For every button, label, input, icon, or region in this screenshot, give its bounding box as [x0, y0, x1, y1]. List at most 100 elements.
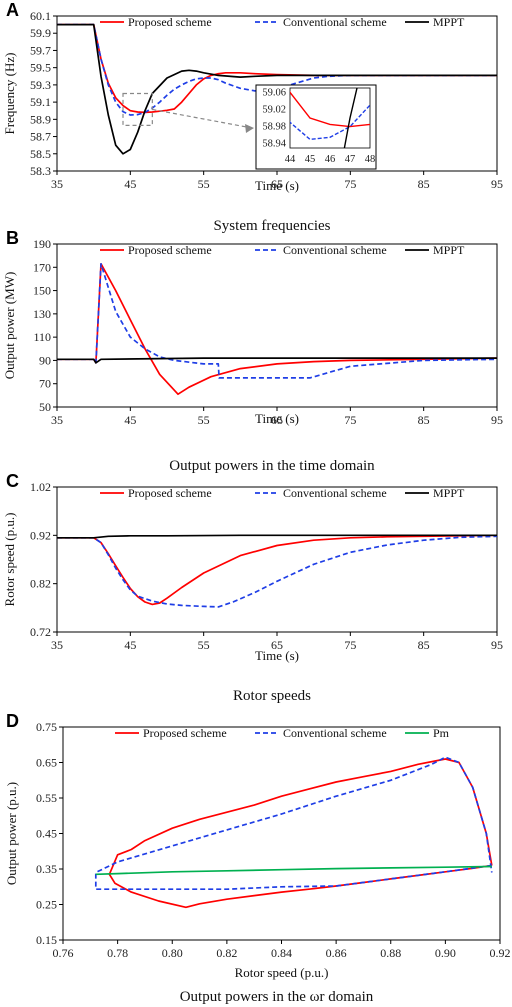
legend-label: MPPT [433, 243, 465, 257]
x-tick-label: 95 [491, 177, 503, 191]
panel-d: 0.15 0.25 0.35 0.45 0.55 0.65 0.75 0.76 0.78 0.80… [4, 711, 511, 1005]
x-tick-label: 0.90 [435, 946, 456, 960]
x-tick-label: 0.80 [162, 946, 183, 960]
x-tick-label: 45 [124, 638, 136, 652]
series-line-proposed-scheme [108, 758, 493, 909]
zoom-arrow [152, 108, 253, 129]
y-tick-label: 50 [39, 400, 51, 414]
inset-y-tick-label: 59.06 [262, 87, 286, 98]
x-tick-label: 85 [418, 413, 430, 427]
x-tick-label: 0.92 [490, 946, 511, 960]
y-tick-label: 0.75 [36, 720, 57, 734]
plot-frame [56, 243, 498, 408]
x-axis-label: Time (s) [255, 178, 299, 193]
panel-caption: Output powers in the ωr domain [180, 989, 374, 1005]
inset-x-tick-label: 47 [345, 154, 356, 165]
y-axis-label: Rotor speed (p.u.) [2, 513, 17, 607]
y-tick-label: 190 [33, 237, 51, 251]
inset-x-tick-label: 44 [285, 154, 296, 165]
legend-label: Proposed scheme [128, 243, 212, 257]
inset-x-tick-label: 48 [365, 154, 376, 165]
y-tick-label: 59.1 [30, 95, 51, 109]
series-line-pm [95, 865, 492, 876]
series-line-conventional-scheme [94, 756, 493, 891]
legend-label: Conventional scheme [283, 243, 387, 257]
x-tick-label: 0.84 [271, 946, 292, 960]
x-tick-label: 65 [271, 638, 283, 652]
legend-label: Proposed scheme [128, 15, 212, 29]
y-tick-label: 59.5 [30, 61, 51, 75]
y-tick-label: 0.72 [30, 625, 51, 639]
y-tick-label: 0.25 [36, 898, 57, 912]
x-tick-label: 85 [418, 177, 430, 191]
series-line-proposed-scheme [57, 262, 497, 396]
y-tick-label: 58.3 [30, 164, 51, 178]
legend-label: MPPT [433, 15, 465, 29]
y-tick-label: 60.1 [30, 9, 51, 23]
x-tick-label: 0.88 [380, 946, 401, 960]
x-tick-label: 55 [198, 638, 210, 652]
plot-frame [62, 726, 501, 941]
y-tick-label: 0.92 [30, 528, 51, 542]
series-line-proposed-scheme [57, 534, 497, 606]
series-line-mppt [57, 357, 497, 364]
inset-y-tick-label: 58.94 [262, 139, 286, 150]
y-tick-label: 59.9 [30, 26, 51, 40]
x-tick-label: 0.76 [53, 946, 74, 960]
y-tick-label: 0.65 [36, 756, 57, 770]
y-tick-label: 170 [33, 260, 51, 274]
x-tick-label: 95 [491, 413, 503, 427]
zoom-arrowhead [245, 124, 254, 133]
plot-frame [56, 486, 498, 633]
x-tick-label: 35 [51, 413, 63, 427]
panel-c: 0.72 0.82 0.92 1.02 35 45 55 65 75 85 95 Time (s) Ro… [2, 471, 503, 704]
legend-label: Proposed scheme [128, 486, 212, 500]
panel-a: 58.3 58.5 58.7 58.9 59.1 59.3 59.5 59.7 59.9 60.1… [2, 0, 503, 234]
inset-x-tick-label: 45 [305, 154, 316, 165]
x-tick-label: 95 [491, 638, 503, 652]
y-axis-label: Output power (MW) [2, 272, 17, 380]
panel-caption: System frequencies [213, 218, 330, 234]
panel-tag: C [6, 471, 19, 491]
x-tick-label: 0.86 [326, 946, 347, 960]
legend-label: Conventional scheme [283, 726, 387, 740]
y-tick-label: 58.7 [30, 130, 51, 144]
inset: 59.06 59.02 58.98 58.94 44 45 46 47 48 [255, 84, 377, 170]
inset-y-tick-label: 58.98 [262, 122, 286, 133]
legend-label: Proposed scheme [143, 726, 227, 740]
y-tick-label: 90 [39, 353, 51, 367]
panel-caption: Output powers in the time domain [169, 458, 375, 474]
x-tick-label: 55 [198, 177, 210, 191]
x-tick-label: 45 [124, 413, 136, 427]
y-tick-label: 0.55 [36, 791, 57, 805]
x-tick-label: 75 [344, 413, 356, 427]
y-tick-label: 58.9 [30, 112, 51, 126]
y-tick-label: 0.35 [36, 862, 57, 876]
x-axis-label: Time (s) [255, 411, 299, 426]
inset-frame [255, 84, 377, 170]
x-tick-label: 75 [344, 177, 356, 191]
y-tick-label: 59.7 [30, 43, 51, 57]
y-tick-label: 0.15 [36, 933, 57, 947]
inset-plot-frame [289, 87, 371, 149]
legend-label: MPPT [433, 486, 465, 500]
x-tick-label: 35 [51, 638, 63, 652]
y-tick-label: 0.82 [30, 577, 51, 591]
y-tick-label: 59.3 [30, 78, 51, 92]
x-tick-label: 85 [418, 638, 430, 652]
panel-tag: D [6, 711, 19, 731]
y-axis-label: Output power (p.u.) [4, 782, 19, 885]
series-line-conventional-scheme [57, 535, 497, 608]
series-line-mppt [57, 23, 497, 155]
panel-b: 50 70 90 110 130 150 170 190 35 45 55 65 75 85 95 Time … [2, 228, 503, 474]
legend-label: Conventional scheme [283, 486, 387, 500]
x-tick-label: 65 [271, 413, 283, 427]
panel-tag: B [6, 228, 19, 248]
x-tick-label: 0.82 [216, 946, 237, 960]
x-tick-label: 65 [271, 177, 283, 191]
x-tick-label: 75 [344, 638, 356, 652]
y-tick-label: 58.5 [30, 147, 51, 161]
series-line-conventional-scheme [57, 23, 497, 116]
y-tick-label: 110 [33, 330, 51, 344]
panel-caption: Rotor speeds [233, 688, 311, 704]
